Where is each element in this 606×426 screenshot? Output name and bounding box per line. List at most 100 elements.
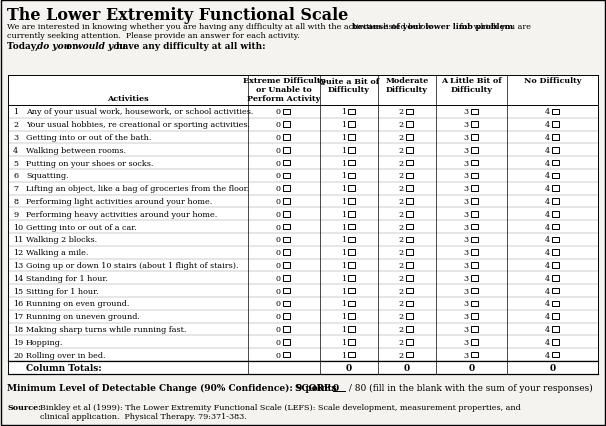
Text: 3: 3 [13, 134, 18, 142]
Text: 0: 0 [276, 236, 281, 244]
Text: 2: 2 [399, 325, 404, 333]
Text: 4: 4 [544, 287, 550, 295]
Bar [406, 326, 413, 332]
Bar [470, 186, 478, 192]
Text: Running on even ground.: Running on even ground. [26, 300, 129, 308]
Text: 3: 3 [464, 262, 468, 269]
Bar [470, 122, 478, 128]
Text: 17: 17 [13, 312, 23, 320]
Text: We are interested in knowing whether you are having any difficulty at all with t: We are interested in knowing whether you… [7, 23, 435, 31]
Text: 2: 2 [399, 108, 404, 116]
Text: Standing for 1 hour.: Standing for 1 hour. [26, 274, 108, 282]
Text: 0: 0 [276, 300, 281, 308]
Bar [406, 161, 413, 166]
Text: 14: 14 [13, 274, 23, 282]
Text: 6: 6 [13, 172, 18, 180]
Text: Going up or down 10 stairs (about 1 flight of stairs).: Going up or down 10 stairs (about 1 flig… [26, 262, 239, 269]
Text: 0: 0 [276, 325, 281, 333]
Text: 4: 4 [544, 210, 550, 218]
Bar [406, 173, 413, 179]
Text: 1: 1 [341, 249, 346, 256]
Bar [283, 237, 290, 242]
Text: 3: 3 [464, 236, 468, 244]
Bar [348, 199, 355, 204]
Text: 4: 4 [544, 262, 550, 269]
Text: 1: 1 [341, 351, 346, 359]
Bar [406, 212, 413, 217]
Text: 1: 1 [341, 262, 346, 269]
Bar [470, 161, 478, 166]
Bar [406, 109, 413, 115]
Text: 4: 4 [544, 300, 550, 308]
Text: 1: 1 [341, 198, 346, 205]
Text: 13: 13 [13, 262, 23, 269]
Text: 3: 3 [464, 338, 468, 346]
Bar [406, 135, 413, 141]
Text: 4: 4 [544, 274, 550, 282]
Text: 4: 4 [544, 147, 550, 155]
Bar [283, 326, 290, 332]
Text: 2: 2 [399, 134, 404, 142]
Text: 0: 0 [468, 363, 474, 372]
Text: 4: 4 [544, 312, 550, 320]
Bar [348, 339, 355, 345]
Bar [470, 199, 478, 204]
Bar [348, 250, 355, 255]
Text: 1: 1 [341, 338, 346, 346]
Text: 4: 4 [13, 147, 18, 155]
Text: 5: 5 [13, 159, 18, 167]
Text: 3: 3 [464, 325, 468, 333]
Text: 0: 0 [346, 363, 352, 372]
Text: 15: 15 [13, 287, 23, 295]
Text: 0: 0 [276, 185, 281, 193]
Text: Sitting for 1 hour.: Sitting for 1 hour. [26, 287, 99, 295]
Bar [283, 109, 290, 115]
Text: 2: 2 [399, 185, 404, 193]
Bar [348, 225, 355, 230]
Text: 4: 4 [544, 223, 550, 231]
Text: 3: 3 [464, 198, 468, 205]
Bar [470, 288, 478, 294]
Text: or: or [63, 42, 80, 51]
Bar [348, 135, 355, 141]
Text: 0: 0 [276, 351, 281, 359]
Text: Quite a Bit of
Difficulty: Quite a Bit of Difficulty [319, 77, 379, 94]
Bar [283, 225, 290, 230]
Bar [551, 148, 559, 153]
Bar [283, 339, 290, 345]
Text: Binkley et al (1999): The Lower Extremity Functional Scale (LEFS): Scale develop: Binkley et al (1999): The Lower Extremit… [40, 403, 521, 411]
Text: 2: 2 [399, 223, 404, 231]
Text: 3: 3 [464, 210, 468, 218]
Text: Rolling over in bed.: Rolling over in bed. [26, 351, 105, 359]
Text: Walking a mile.: Walking a mile. [26, 249, 88, 256]
Text: clinical application.  Physical Therapy. 79:371-383.: clinical application. Physical Therapy. … [40, 412, 247, 420]
Text: Hopping.: Hopping. [26, 338, 64, 346]
Bar [283, 186, 290, 192]
Text: 4: 4 [544, 134, 550, 142]
Text: 3: 3 [464, 351, 468, 359]
Text: 0: 0 [276, 172, 281, 180]
Bar [348, 161, 355, 166]
Text: for which you are: for which you are [457, 23, 531, 31]
Bar [551, 314, 559, 319]
Bar [283, 301, 290, 306]
Text: 4: 4 [544, 159, 550, 167]
Bar [348, 148, 355, 153]
Text: Your usual hobbies, re creational or sporting activities.: Your usual hobbies, re creational or spo… [26, 121, 250, 129]
Text: 0: 0 [276, 274, 281, 282]
Text: 18: 18 [13, 325, 23, 333]
Text: 1: 1 [341, 172, 346, 180]
Bar [283, 148, 290, 153]
Text: Performing heavy activities around your home.: Performing heavy activities around your … [26, 210, 217, 218]
Text: 2: 2 [399, 262, 404, 269]
Bar [283, 288, 290, 294]
Bar [283, 122, 290, 128]
Text: 2: 2 [399, 249, 404, 256]
Text: 4: 4 [544, 351, 550, 359]
Text: 2: 2 [399, 236, 404, 244]
Text: 0: 0 [404, 363, 410, 372]
Text: 1: 1 [341, 210, 346, 218]
Text: 3: 3 [464, 108, 468, 116]
Text: 2: 2 [399, 312, 404, 320]
Text: 0: 0 [276, 108, 281, 116]
